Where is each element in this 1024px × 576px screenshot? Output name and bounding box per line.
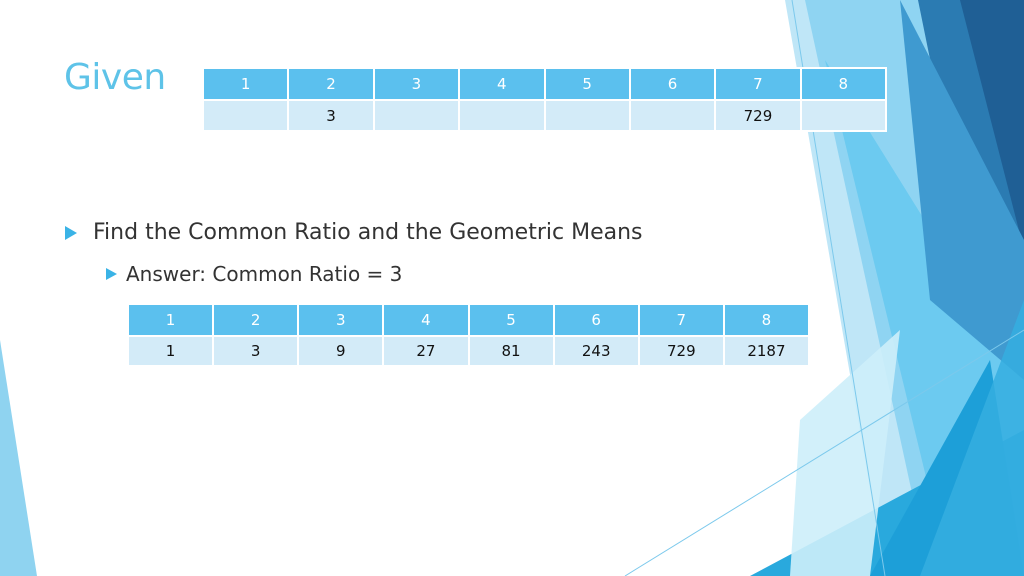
answer-value-cell: 1 [126,335,215,367]
given-value-cell: 729 [714,99,802,132]
given-table: 1 2 3 4 5 6 7 8 3 729 [201,67,888,132]
answer-header-cell: 1 [126,303,215,337]
given-value-row: 3 729 [201,99,888,132]
slide-title: Given [64,57,166,98]
answer-value-cell: 2187 [722,335,811,367]
bullet-text: Answer: Common Ratio = 3 [126,262,403,286]
given-header-cell: 5 [543,67,631,101]
answer-value-cell: 9 [297,335,385,367]
given-value-cell [799,99,888,132]
given-header-cell: 3 [372,67,461,101]
given-header-cell: 8 [799,67,888,101]
facet-mid-2 [900,0,1024,380]
given-header-cell: 7 [714,67,802,101]
given-value-cell [543,99,631,132]
facet-bottom-3 [920,300,1024,576]
answer-value-cell: 3 [212,335,300,367]
bullet-arrow-icon [106,268,117,280]
bullet-text: Find the Common Ratio and the Geometric … [93,220,643,245]
answer-value-cell: 729 [637,335,725,367]
given-header-cell: 1 [201,67,290,101]
facet-dark-2 [960,0,1024,250]
given-value-cell [372,99,461,132]
bullet-find-ratio: Find the Common Ratio and the Geometric … [65,220,642,245]
bullet-arrow-icon [65,225,77,240]
answer-value-cell: 81 [467,335,555,367]
answer-header-row: 1 2 3 4 5 6 7 8 [126,303,811,337]
answer-header-cell: 3 [297,303,385,337]
thin-line-2 [624,329,1024,576]
answer-header-cell: 6 [552,303,640,337]
answer-header-cell: 7 [637,303,725,337]
answer-value-row: 1 3 9 27 81 243 729 2187 [126,335,811,367]
facet-pale [790,330,900,576]
given-header-cell: 6 [628,67,717,101]
answer-header-cell: 2 [212,303,300,337]
given-value-cell [628,99,717,132]
given-header-cell: 4 [458,67,546,101]
answer-value-cell: 27 [382,335,470,367]
given-header-row: 1 2 3 4 5 6 7 8 [201,67,888,101]
given-value-cell [201,99,290,132]
given-header-cell: 2 [287,67,375,101]
answer-header-cell: 8 [722,303,811,337]
bullet-answer: Answer: Common Ratio = 3 [106,262,402,286]
answer-header-cell: 5 [467,303,555,337]
given-value-cell [458,99,546,132]
given-value-cell: 3 [287,99,375,132]
answer-table: 1 2 3 4 5 6 7 8 1 3 9 27 81 243 729 2187 [126,303,811,367]
answer-value-cell: 243 [552,335,640,367]
answer-header-cell: 4 [382,303,470,337]
left-sliver-shape [0,340,37,576]
